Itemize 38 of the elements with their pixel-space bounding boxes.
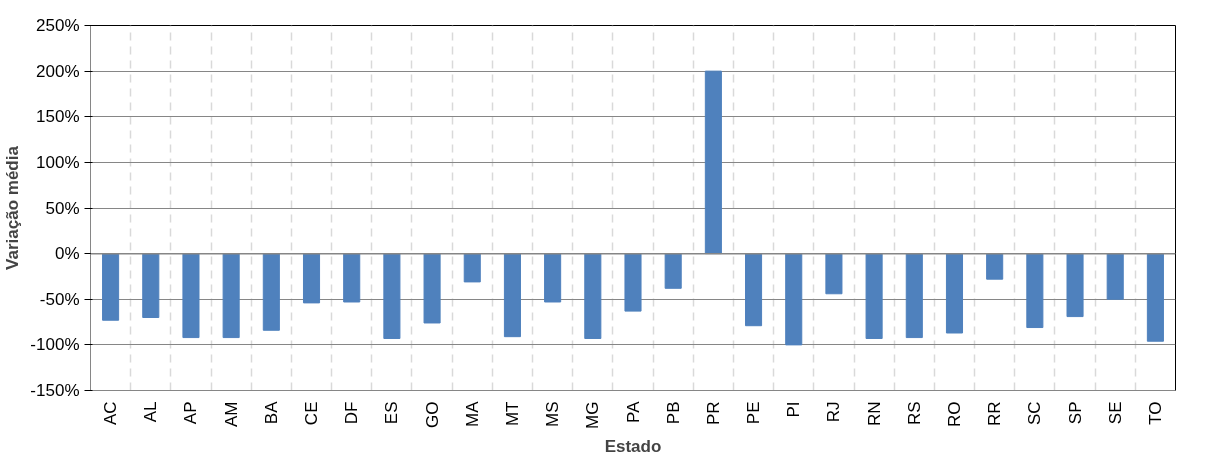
y-tick-label: 0% (54, 244, 80, 264)
x-tick-label: MG (583, 401, 603, 429)
x-tick-label: CE (302, 401, 322, 426)
x-tick-label: AM (221, 401, 241, 427)
x-tick-label: MS (543, 401, 563, 427)
y-tick-label: 50% (45, 198, 80, 218)
y-axis-title: Variação média (3, 145, 23, 270)
x-tick-label: AL (141, 401, 161, 423)
x-tick-label: RR (985, 401, 1005, 427)
x-tick-label: PR (703, 401, 723, 426)
x-tick-label: RJ (824, 401, 844, 423)
x-tick-label: PI (784, 401, 804, 418)
x-tick-label: RS (904, 401, 924, 426)
y-tick-label: -100% (30, 335, 80, 355)
x-tick-label: RN (864, 401, 884, 427)
x-tick-label: MA (462, 400, 482, 427)
x-tick-label: PA (623, 400, 643, 423)
x-tick-label: SE (1105, 401, 1125, 425)
x-tick-label: TO (1145, 401, 1165, 425)
x-tick-label: GO (422, 401, 442, 428)
y-tick-label: 100% (36, 152, 80, 172)
x-tick-label: RO (944, 401, 964, 427)
x-tick-label: PB (663, 401, 683, 425)
y-tick-label: 200% (36, 61, 80, 81)
y-tick-label: -50% (39, 289, 80, 309)
y-tick-label: -150% (30, 381, 80, 400)
y-tick-label: 250% (36, 16, 80, 35)
x-tick-label: BA (261, 400, 281, 425)
x-axis-title: Estado (604, 436, 662, 456)
x-tick-label: ES (382, 401, 402, 425)
y-tick-label: 150% (36, 107, 80, 127)
x-tick-label: AP (181, 401, 201, 425)
x-tick-label: AC (101, 401, 121, 426)
x-tick-label: PE (744, 401, 764, 425)
x-tick-label: DF (342, 401, 362, 425)
x-tick-label: SP (1065, 401, 1085, 425)
x-tick-label: SC (1025, 401, 1045, 426)
x-tick-label: MT (502, 401, 522, 427)
